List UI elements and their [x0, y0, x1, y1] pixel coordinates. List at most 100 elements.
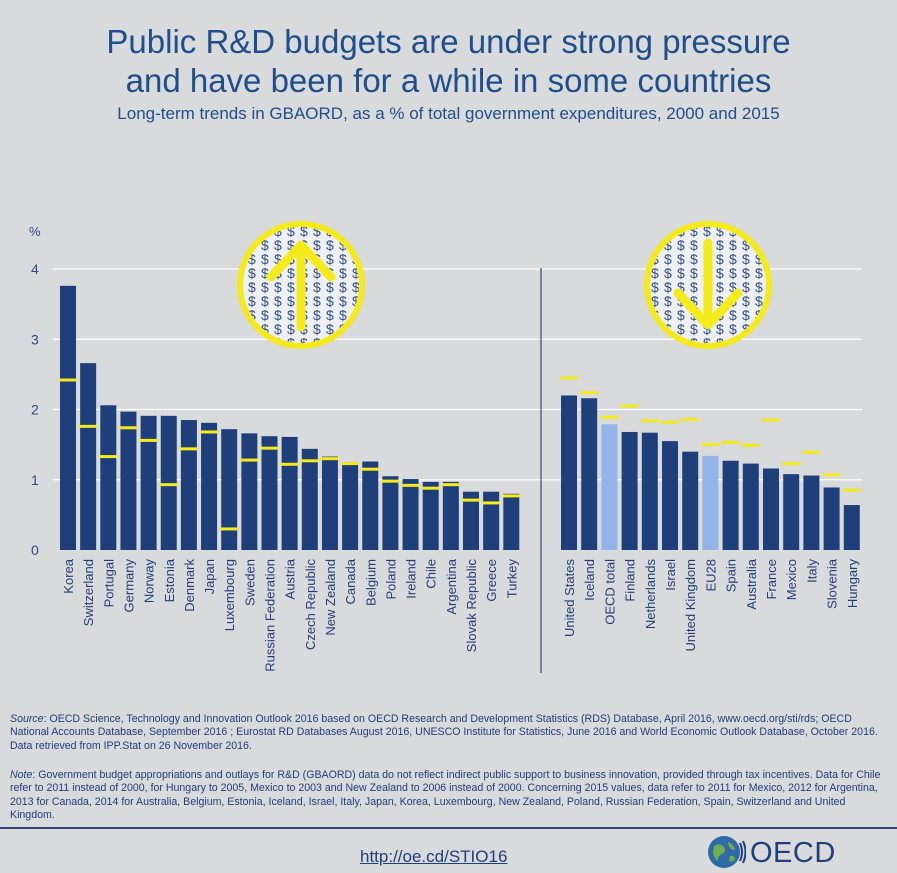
x-tick-label: Ireland [404, 559, 419, 599]
marker-2000 [482, 501, 501, 505]
marker-2000 [99, 455, 118, 459]
y-tick-label: 1 [31, 472, 39, 488]
title-line-1: Public R&D budgets are under strong pres… [106, 23, 791, 60]
x-tick-label: Argentina [444, 558, 459, 614]
arrow-up-icon [266, 240, 336, 332]
marker-2000 [681, 417, 700, 421]
x-tick-label: EU28 [703, 559, 718, 592]
y-tick-label: 0 [31, 542, 39, 558]
x-tick-label: Luxembourg [222, 559, 237, 631]
x-tick-label: Israel [663, 559, 678, 591]
bar-2015 [702, 455, 719, 550]
bar-2015 [763, 468, 779, 550]
bar-2015 [803, 475, 820, 550]
x-tick-label: Iceland [582, 559, 597, 601]
oecd-logo: OECD [706, 834, 896, 870]
y-tick-label: 4 [31, 261, 39, 277]
marker-2000 [661, 420, 679, 424]
bar-2015 [60, 285, 76, 550]
x-tick-label: United Kingdom [683, 559, 698, 652]
marker-2000 [721, 441, 740, 445]
marker-2000 [580, 391, 599, 395]
x-tick-label: Korea [61, 558, 76, 593]
x-tick-label: Austria [283, 558, 298, 599]
marker-2000 [600, 415, 619, 419]
marker-2000 [179, 447, 198, 451]
marker-2000 [620, 404, 639, 408]
bar-2015 [483, 491, 500, 550]
source-label: Source [10, 713, 44, 725]
down-arrow-dollar-coin-icon [644, 221, 772, 349]
y-tick-label: 2 [31, 402, 39, 418]
bar-2015 [442, 481, 459, 550]
x-tick-label: Czech Republic [303, 559, 318, 651]
x-tick-label: Slovenia [825, 558, 840, 609]
bar-2015 [201, 422, 218, 550]
bar-2015 [783, 474, 800, 550]
marker-2000 [300, 459, 319, 463]
bar-2015 [301, 448, 318, 550]
title-line-2: and have been for a while in some countr… [125, 62, 772, 99]
bar-2015 [722, 460, 739, 550]
x-tick-label: France [764, 559, 779, 599]
x-tick-label: Hungary [845, 559, 860, 609]
bar-2015 [682, 451, 699, 550]
marker-2000 [822, 473, 841, 477]
marker-2000 [361, 467, 380, 471]
marker-2000 [401, 483, 420, 487]
globe-icon [708, 836, 746, 868]
footer-divider [0, 827, 897, 829]
bar-2015 [80, 363, 97, 550]
x-tick-label: Mexico [784, 559, 799, 600]
page-subtitle: Long-term trends in GBAORD, as a % of to… [117, 104, 780, 123]
x-tick-label: Finland [623, 559, 638, 602]
publication-link[interactable]: http://oe.cd/STIO16 [360, 847, 508, 866]
arrow-down-icon [673, 238, 743, 330]
footnote: Note: Government budget appropriations a… [10, 769, 888, 823]
marker-2000 [341, 462, 360, 466]
x-tick-label: Poland [383, 559, 398, 599]
marker-2000 [640, 419, 659, 423]
bar-2015 [140, 415, 157, 550]
x-tick-label: United States [562, 559, 577, 638]
x-tick-label: Switzerland [81, 559, 96, 626]
marker-2000 [240, 458, 259, 462]
bar-2015 [221, 429, 238, 550]
marker-2000 [741, 443, 760, 447]
bar-2015 [581, 398, 598, 550]
bar-2015 [281, 436, 298, 550]
marker-2000 [280, 462, 299, 466]
marker-2000 [220, 527, 239, 531]
logo-text: OECD [750, 837, 836, 869]
bar-2015 [843, 505, 860, 550]
marker-2000 [701, 443, 720, 447]
x-tick-label: Greece [484, 559, 499, 602]
x-tick-label: Netherlands [643, 559, 658, 630]
marker-2000 [200, 430, 219, 434]
x-tick-label: New Zealand [323, 559, 338, 636]
bar-2015 [402, 479, 419, 550]
bar-2015 [561, 395, 577, 550]
marker-2000 [79, 424, 98, 428]
marker-2000 [502, 494, 521, 498]
source-text: : OECD Science, Technology and Innovatio… [10, 713, 878, 752]
bar-2015 [601, 424, 618, 550]
note-label: Note [10, 769, 33, 781]
x-tick-label: Italy [804, 559, 819, 583]
bar-2015 [823, 487, 840, 550]
marker-2000 [802, 450, 821, 454]
x-tick-label: OECD total [602, 559, 617, 625]
x-tick-label: Spain [724, 559, 739, 592]
marker-2000 [421, 486, 440, 490]
bar-2015 [641, 432, 658, 550]
marker-2000 [59, 378, 77, 382]
x-tick-label: Germany [121, 559, 136, 613]
marker-2000 [119, 426, 138, 430]
x-tick-label: Japan [202, 559, 217, 594]
bar-2015 [100, 405, 117, 550]
x-tick-label: Turkey [504, 559, 519, 599]
bar-2015 [120, 411, 137, 550]
marker-2000 [320, 457, 339, 461]
source-note: Source: OECD Science, Technology and Inn… [10, 713, 888, 753]
bar-2015 [742, 463, 759, 550]
